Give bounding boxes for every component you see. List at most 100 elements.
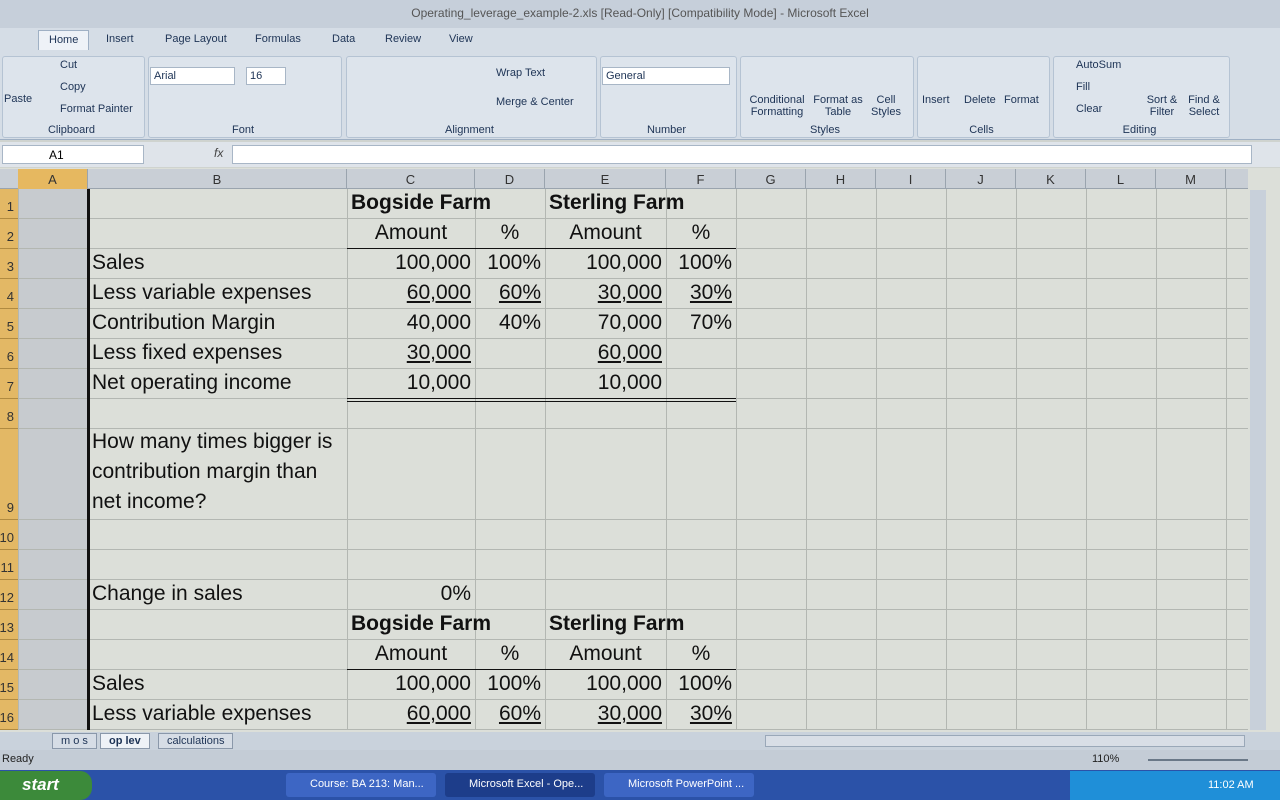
cell[interactable]: % xyxy=(500,221,520,244)
ribbon-tab[interactable]: View xyxy=(449,33,473,45)
start-button[interactable] xyxy=(0,771,92,800)
cell[interactable]: Less fixed expenses xyxy=(92,341,283,364)
start-label[interactable]: start xyxy=(22,775,59,794)
cell[interactable]: 60,000 xyxy=(597,341,662,364)
cell[interactable]: 100,000 xyxy=(586,251,662,274)
ribbon-button[interactable]: Format Painter xyxy=(60,103,133,115)
column-header[interactable]: F xyxy=(666,169,736,189)
cell[interactable]: % xyxy=(691,642,711,665)
row-header[interactable]: 16 xyxy=(0,700,18,730)
zoom-level[interactable]: 110% xyxy=(1092,753,1120,765)
horizontal-scrollbar[interactable] xyxy=(765,735,1245,747)
cell[interactable]: 100% xyxy=(487,251,541,274)
ribbon-button[interactable]: Paste xyxy=(4,93,33,105)
formula-input[interactable] xyxy=(232,145,1252,164)
vertical-scrollbar[interactable] xyxy=(1250,190,1266,730)
cell[interactable]: Less variable expenses xyxy=(92,702,312,725)
row-header[interactable]: 2 xyxy=(0,219,18,249)
cell[interactable]: 10,000 xyxy=(597,371,662,394)
row-header[interactable]: 3 xyxy=(0,249,18,279)
cell[interactable]: 60,000 xyxy=(406,281,471,304)
ribbon-button[interactable]: Format xyxy=(1004,94,1039,106)
row-header[interactable]: 14 xyxy=(0,640,18,670)
cell[interactable]: Amount xyxy=(374,221,448,244)
cell[interactable]: 100,000 xyxy=(395,251,471,274)
ribbon-button[interactable]: Insert xyxy=(922,94,950,106)
sheet-tab[interactable]: m o s xyxy=(52,733,97,749)
zoom-slider[interactable] xyxy=(1148,759,1248,761)
cell[interactable]: 100,000 xyxy=(395,672,471,695)
row-header[interactable]: 4 xyxy=(0,279,18,309)
row-header[interactable]: 7 xyxy=(0,369,18,399)
cell[interactable]: 30,000 xyxy=(406,341,471,364)
ribbon-button[interactable]: Format as Table xyxy=(813,94,863,118)
row-header[interactable]: 13 xyxy=(0,610,18,640)
ribbon-button[interactable]: Fill xyxy=(1076,81,1091,93)
ribbon-button[interactable]: AutoSum xyxy=(1076,59,1122,71)
taskbar-window[interactable]: Course: BA 213: Man... xyxy=(286,773,436,797)
cell[interactable]: Sales xyxy=(92,672,145,695)
ribbon-tab[interactable]: Data xyxy=(332,33,356,45)
column-header[interactable]: E xyxy=(545,169,666,189)
ribbon-button[interactable]: Delete xyxy=(964,94,996,106)
ribbon-button[interactable]: Arial xyxy=(150,67,235,85)
cell[interactable]: 40% xyxy=(498,311,541,334)
ribbon-button[interactable]: Merge & Center xyxy=(496,96,574,108)
cell[interactable]: Amount xyxy=(569,221,642,244)
ribbon-button[interactable]: General xyxy=(602,67,730,85)
cell[interactable]: Net operating income xyxy=(92,371,292,394)
ribbon-button[interactable]: Wrap Text xyxy=(496,67,546,79)
ribbon-tab[interactable]: Page Layout xyxy=(165,33,227,45)
taskbar-window[interactable]: Microsoft Excel - Ope... xyxy=(445,773,595,797)
column-header[interactable]: G xyxy=(736,169,806,189)
taskbar-window[interactable]: Microsoft PowerPoint ... xyxy=(604,773,754,797)
cell[interactable]: 30% xyxy=(689,702,732,725)
cell[interactable]: 60,000 xyxy=(406,702,471,725)
cell[interactable]: 40,000 xyxy=(406,311,471,334)
cell[interactable]: Sterling Farm xyxy=(549,191,685,214)
row-header[interactable]: 9 xyxy=(0,429,18,520)
cell[interactable]: 100% xyxy=(487,672,541,695)
ribbon-tab[interactable]: Insert xyxy=(106,33,134,45)
column-header[interactable]: H xyxy=(806,169,876,189)
row-header[interactable]: 11 xyxy=(0,550,18,580)
cell[interactable]: % xyxy=(500,642,520,665)
cell[interactable]: 0% xyxy=(440,582,471,605)
cell[interactable]: 100% xyxy=(678,672,732,695)
cell[interactable]: Amount xyxy=(374,642,448,665)
row-header[interactable]: 10 xyxy=(0,520,18,550)
row-header[interactable]: 5 xyxy=(0,309,18,339)
cell[interactable]: Bogside Farm xyxy=(351,191,492,214)
column-header[interactable]: L xyxy=(1086,169,1156,189)
ribbon-tab[interactable]: Review xyxy=(385,33,422,45)
cell[interactable]: 10,000 xyxy=(406,371,471,394)
cell[interactable]: Change in sales xyxy=(92,582,243,605)
row-header[interactable]: 15 xyxy=(0,670,18,700)
ribbon-button[interactable]: Find & Select xyxy=(1188,94,1220,118)
sheet-tab[interactable]: calculations xyxy=(158,733,234,749)
ribbon-button[interactable]: Sort & Filter xyxy=(1146,94,1178,118)
cell[interactable]: Amount xyxy=(569,642,642,665)
cell[interactable]: Less variable expenses xyxy=(92,281,312,304)
cell[interactable]: 30,000 xyxy=(597,702,662,725)
sheet-tab[interactable]: op lev xyxy=(100,733,150,749)
cell[interactable]: Sales xyxy=(92,251,145,274)
ribbon-button[interactable]: Cell Styles xyxy=(871,94,901,118)
cell[interactable]: % xyxy=(691,221,711,244)
column-header[interactable]: J xyxy=(946,169,1016,189)
cell[interactable]: 60% xyxy=(498,281,541,304)
column-header[interactable]: I xyxy=(876,169,946,189)
cell[interactable]: How many times bigger is contribution ma… xyxy=(92,430,333,513)
cell[interactable]: 100% xyxy=(678,251,732,274)
row-header[interactable]: 12 xyxy=(0,580,18,610)
cell[interactable]: 70% xyxy=(689,311,732,334)
cell[interactable]: 60% xyxy=(498,702,541,725)
cell[interactable]: 30% xyxy=(689,281,732,304)
ribbon-tab[interactable]: Formulas xyxy=(255,33,301,45)
cell[interactable]: 30,000 xyxy=(597,281,662,304)
column-header[interactable]: B xyxy=(88,169,347,189)
cell[interactable]: Sterling Farm xyxy=(549,612,685,635)
ribbon-button[interactable]: Conditional Formatting xyxy=(749,94,805,118)
ribbon-tab[interactable]: Home xyxy=(38,30,90,50)
cell[interactable]: Bogside Farm xyxy=(351,612,492,635)
